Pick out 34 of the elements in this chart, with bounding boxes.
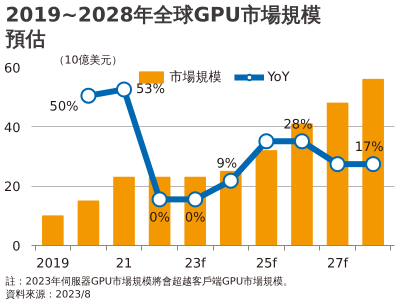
data-label: 0% <box>149 210 170 226</box>
point <box>330 156 346 172</box>
point <box>80 88 96 104</box>
bar <box>326 102 348 246</box>
point <box>152 191 168 208</box>
point <box>258 133 274 150</box>
source-note: 資料來源：2023/8 <box>6 288 91 300</box>
data-label: 53% <box>136 82 165 97</box>
x-tick-label: 2019 <box>36 256 70 272</box>
legend-label: 市場規模 <box>169 69 222 86</box>
y-tick-label: 60 <box>4 62 21 76</box>
chart-title: 2019~2028年全球GPU市場規模預估 <box>4 2 321 50</box>
data-label: 50% <box>50 100 78 115</box>
point <box>116 81 132 98</box>
y-tick-label: 40 <box>4 120 21 136</box>
bar <box>113 176 135 246</box>
point <box>187 191 204 208</box>
point <box>294 133 310 150</box>
bar <box>42 215 64 246</box>
data-label: 0% <box>184 210 206 226</box>
legend-label: YoY <box>267 70 290 84</box>
bar <box>256 150 278 246</box>
y-tick-label: 20 <box>4 180 21 196</box>
x-tick-label: 25f <box>256 256 278 272</box>
point <box>365 156 382 172</box>
text: 註：2023年伺服器GPU市場規模將會超越客戶端GPU市場規模。 <box>6 276 294 288</box>
x-tick-label: 21 <box>116 256 132 272</box>
bar <box>78 200 100 246</box>
data-label: 9% <box>216 156 238 172</box>
y-tick-label: 0 <box>12 240 21 254</box>
y-axis-title: （10億美元） <box>54 54 122 66</box>
point <box>222 172 239 189</box>
x-tick-label: 23f <box>184 256 206 272</box>
x-tick-label: 27f <box>327 256 349 272</box>
